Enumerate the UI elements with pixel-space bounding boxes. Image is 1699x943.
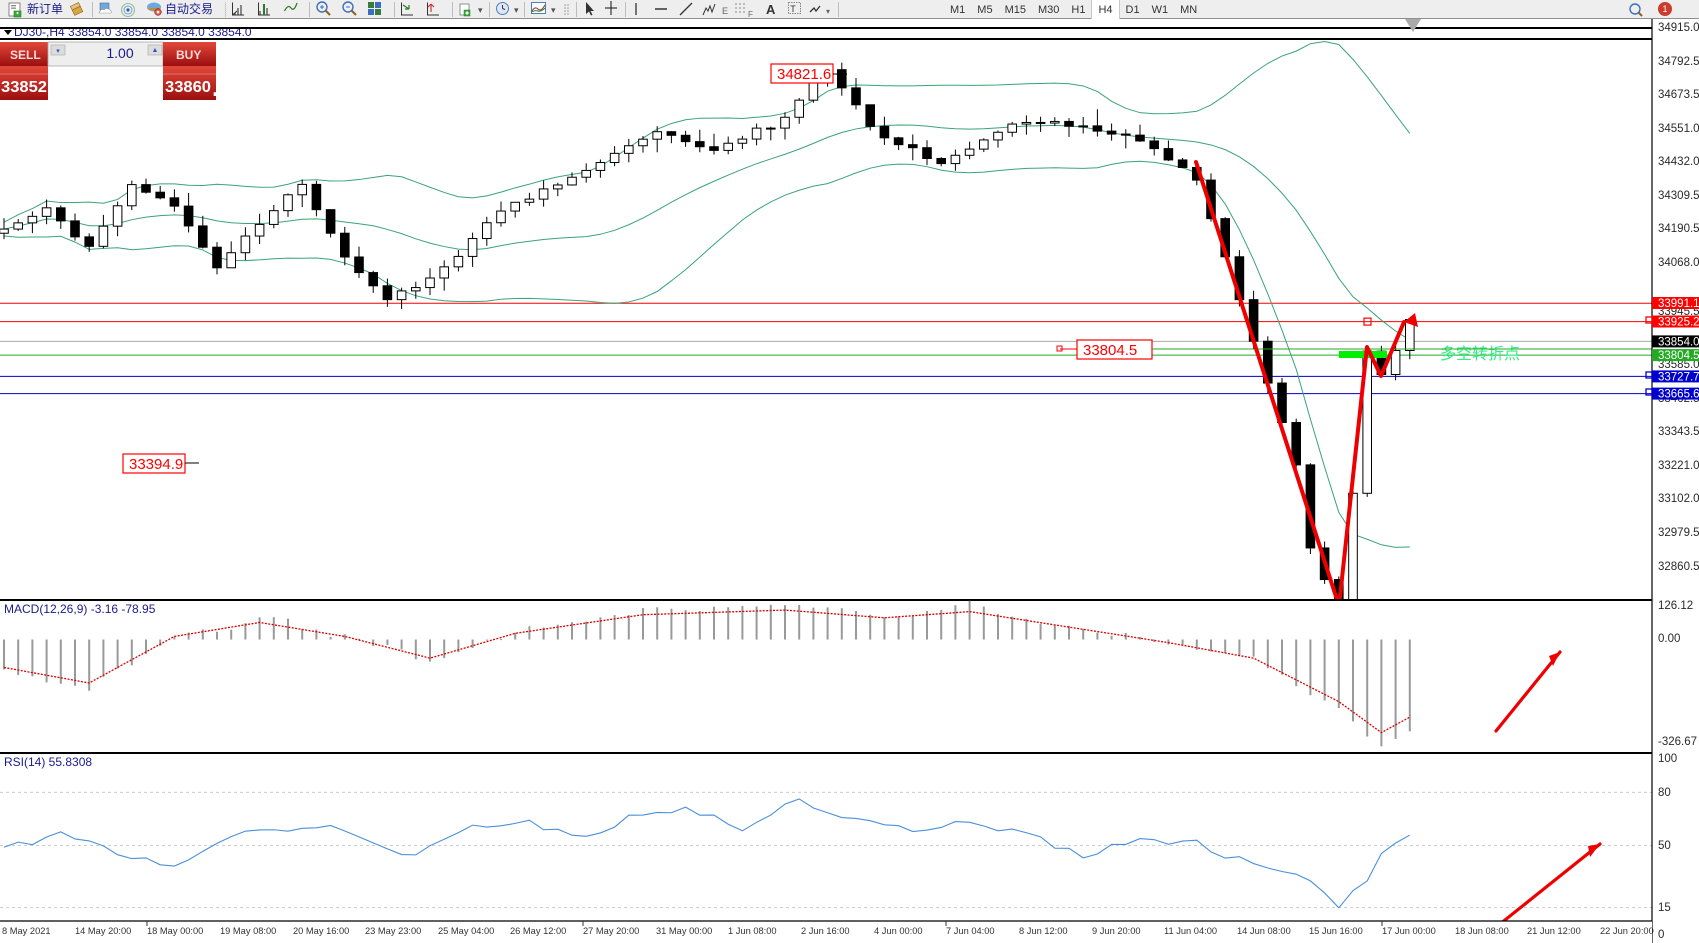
svg-text:22 Jun 20:00: 22 Jun 20:00 [1600,926,1654,936]
svg-text:15: 15 [1658,902,1671,914]
svg-text:1 Jun 08:00: 1 Jun 08:00 [728,926,777,936]
svg-text:33860: 33860 [165,79,211,96]
svg-text:.5: .5 [48,74,69,102]
svg-text:SELL: SELL [10,48,41,62]
svg-text:8 Jun 12:00: 8 Jun 12:00 [1019,926,1068,936]
svg-text:BUY: BUY [176,48,201,62]
svg-text:▾: ▾ [826,7,830,16]
svg-text:33804.5: 33804.5 [1083,342,1137,359]
svg-text:▾: ▾ [478,5,483,15]
svg-text:15 Jun 16:00: 15 Jun 16:00 [1309,926,1363,936]
svg-text:33991.1: 33991.1 [1658,298,1699,310]
svg-text:27 May 20:00: 27 May 20:00 [583,926,639,936]
svg-text:RSI(14) 55.8308: RSI(14) 55.8308 [4,755,92,769]
svg-text:17 Jun 00:00: 17 Jun 00:00 [1382,926,1436,936]
svg-text:34068.0: 34068.0 [1658,257,1699,269]
svg-text:▲: ▲ [152,47,159,54]
svg-text:多空转折点: 多空转折点 [1440,340,1520,364]
svg-text:1: 1 [1662,4,1667,14]
svg-text:4 Jun 00:00: 4 Jun 00:00 [874,926,923,936]
svg-text:33394.9: 33394.9 [129,456,183,473]
svg-text:100: 100 [1658,753,1677,765]
svg-text:A: A [766,2,776,17]
svg-text:126.12: 126.12 [1658,600,1693,612]
svg-text:20 May 16:00: 20 May 16:00 [293,926,349,936]
svg-text:33925.2: 33925.2 [1658,317,1699,329]
svg-text:8 May 2021: 8 May 2021 [2,926,51,936]
svg-text:34190.5: 34190.5 [1658,223,1699,235]
svg-text:34432.0: 34432.0 [1658,156,1699,168]
svg-text:33665.6: 33665.6 [1658,389,1699,401]
svg-text:11 Jun 04:00: 11 Jun 04:00 [1164,926,1217,936]
svg-text:23 May 23:00: 23 May 23:00 [365,926,421,936]
svg-text:14 Jun 08:00: 14 Jun 08:00 [1237,926,1291,936]
svg-text:80: 80 [1658,787,1671,799]
svg-text:33854.0: 33854.0 [1658,336,1699,348]
svg-text:34309.5: 34309.5 [1658,190,1699,202]
svg-text:33727.7: 33727.7 [1658,371,1699,383]
svg-text:新订单: 新订单 [27,0,63,17]
svg-text:F: F [748,10,753,19]
svg-text:▾: ▾ [56,48,60,55]
svg-text:31 May 00:00: 31 May 00:00 [656,926,712,936]
svg-text:33343.5: 33343.5 [1658,426,1699,438]
svg-text:34821.6: 34821.6 [777,66,831,83]
svg-text:33102.0: 33102.0 [1658,493,1699,505]
svg-text:34551.0: 34551.0 [1658,123,1699,135]
svg-text:32860.5: 32860.5 [1658,561,1699,573]
svg-text:MACD(12,26,9) -3.16 -78.95: MACD(12,26,9) -3.16 -78.95 [4,602,156,616]
svg-text:18 Jun 08:00: 18 Jun 08:00 [1455,926,1509,936]
svg-text:0: 0 [1658,929,1664,941]
svg-text:2 Jun 16:00: 2 Jun 16:00 [801,926,850,936]
svg-text:25 May 04:00: 25 May 04:00 [438,926,494,936]
svg-text:50: 50 [1658,840,1671,852]
svg-text:26 May 12:00: 26 May 12:00 [510,926,566,936]
svg-text:32979.5: 32979.5 [1658,527,1699,539]
svg-text:9 Jun 20:00: 9 Jun 20:00 [1092,926,1141,936]
svg-text:18 May 00:00: 18 May 00:00 [147,926,203,936]
svg-text:-326.67: -326.67 [1658,736,1697,748]
svg-text:33852: 33852 [1,79,47,96]
svg-text:自动交易: 自动交易 [165,0,213,17]
svg-text:34915.0: 34915.0 [1658,22,1699,34]
svg-text:T: T [790,4,796,14]
svg-text:.5: .5 [212,74,233,102]
svg-text:33221.0: 33221.0 [1658,460,1699,472]
svg-text:34673.5: 34673.5 [1658,89,1699,101]
svg-text:14 May 20:00: 14 May 20:00 [75,926,131,936]
svg-text:▾: ▾ [514,5,519,15]
svg-text:7 Jun 04:00: 7 Jun 04:00 [946,926,995,936]
svg-text:19 May 08:00: 19 May 08:00 [220,926,276,936]
svg-text:E: E [722,6,728,16]
svg-text:0.00: 0.00 [1658,633,1680,645]
svg-text:21 Jun 12:00: 21 Jun 12:00 [1527,926,1581,936]
svg-text:34792.5: 34792.5 [1658,56,1699,68]
svg-text:▾: ▾ [551,5,556,15]
svg-text:33804.5: 33804.5 [1658,350,1699,362]
svg-text:1.00: 1.00 [106,45,133,61]
